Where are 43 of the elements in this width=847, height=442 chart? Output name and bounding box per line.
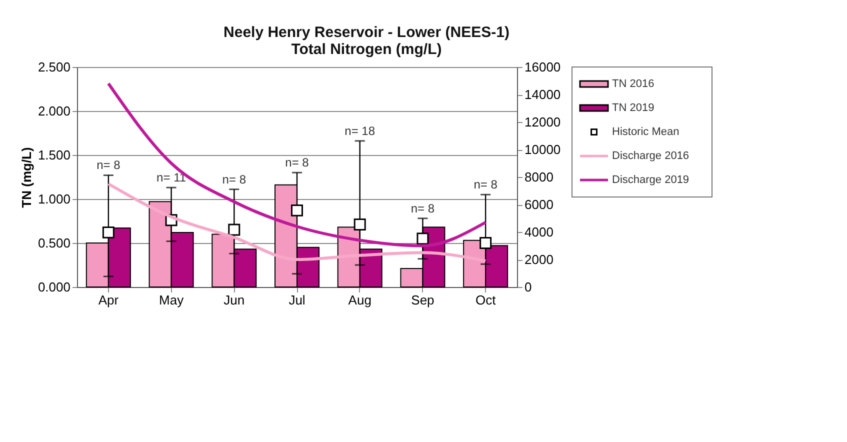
- x-tick-label: Jul: [288, 292, 306, 308]
- x-tick-label: Apr: [98, 292, 120, 308]
- x-tick-label: Sep: [411, 292, 434, 308]
- x-tick-label: Jun: [224, 292, 245, 308]
- point: [416, 232, 429, 245]
- annotation: n= 18: [344, 124, 376, 138]
- y2-tick-label: 16000: [524, 60, 561, 74]
- y2-tick-label: 14000: [524, 87, 561, 102]
- y-tick-label: 2.000: [38, 104, 70, 118]
- y2-tick-label: 4000: [524, 224, 554, 240]
- y2-tick-label: 12000: [524, 114, 561, 130]
- y-tick-label: 0.500: [38, 236, 70, 250]
- legend-label: TN 2019: [612, 102, 654, 114]
- y-axis-title: TN (mg/L): [18, 147, 34, 208]
- annotation: n= 8: [474, 178, 498, 192]
- point: [480, 237, 492, 249]
- y-tick-label: 1.500: [38, 148, 70, 162]
- y2-tick-label: 8000: [524, 170, 554, 184]
- x-tick-label: Aug: [348, 292, 372, 308]
- y2-tick-label: 6000: [524, 197, 554, 212]
- annotation: n= 8: [222, 172, 246, 186]
- point: [354, 218, 366, 231]
- y-tick-label: 0.000: [38, 280, 70, 294]
- y2-tick-label: 2000: [524, 252, 554, 267]
- annotation: n= 8: [96, 158, 121, 172]
- annotation: n= 8: [410, 201, 435, 216]
- y2-tick-label: 0: [524, 280, 532, 294]
- legend-label: Historic Mean: [612, 126, 680, 138]
- y-tick-label: 2.500: [38, 60, 70, 74]
- point: [291, 204, 303, 216]
- point: [102, 226, 114, 238]
- y-tick-label: 1.000: [38, 192, 70, 206]
- line-series: [106, 182, 488, 262]
- legend-label: TN 2016: [612, 78, 654, 90]
- chart-subtitle: Total Nitrogen (mg/L): [291, 41, 442, 58]
- x-tick-label: May: [159, 292, 184, 308]
- chart-title: Neely Henry Reservoir - Lower (NEES-1): [224, 24, 510, 41]
- y2-tick-label: 10000: [524, 142, 561, 157]
- annotation: n= 8: [285, 156, 310, 170]
- point: [228, 224, 240, 236]
- legend-label: Discharge 2016: [612, 150, 690, 162]
- legend-label: Discharge 2019: [612, 174, 690, 186]
- x-tick-label: Oct: [475, 292, 496, 308]
